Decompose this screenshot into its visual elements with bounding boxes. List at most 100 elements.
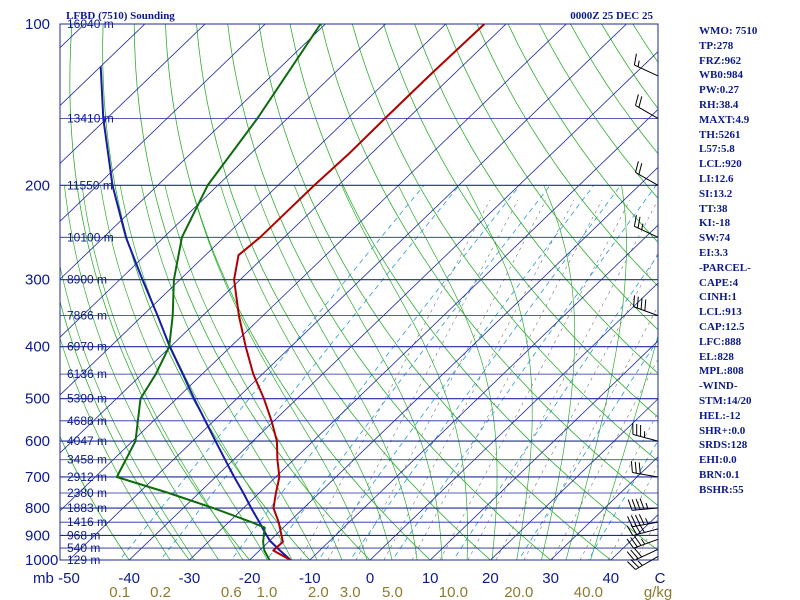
wind-barb-flag [638, 163, 643, 175]
theta-e-guide [551, 358, 658, 560]
index-entry: KI:-18 [699, 217, 731, 230]
theta-e-guide [383, 199, 575, 560]
isotherm [60, 24, 327, 280]
moist-adiabat [397, 185, 498, 560]
index-entry: TP:278 [699, 39, 734, 52]
wind-barb-flag [630, 461, 633, 473]
moist-adiabat [81, 185, 244, 560]
wind-barb [635, 94, 659, 119]
temperature-tick-label: 0 [366, 570, 374, 587]
mixing-ratio-line [587, 440, 658, 560]
index-entry: CAPE:4 [699, 276, 739, 289]
isotherm [60, 24, 387, 338]
wind-barb-flag [637, 216, 641, 229]
moist-adiabat [590, 334, 658, 560]
mixing-ratio-tick-label: 0.6 [221, 584, 242, 600]
dry-adiabat [414, 24, 658, 374]
index-entry: LFC:888 [699, 335, 742, 348]
height-label: 129 m [67, 553, 100, 567]
index-entry: RH:38.4 [699, 98, 739, 111]
wind-barb-half-flag [640, 538, 646, 545]
stability-indices-panel: WMO: 7510 TP:278 FRZ:962 WB0:984 PW:0.27 RH:3… [699, 24, 799, 498]
isotherm [309, 224, 658, 560]
theta-e-guide [299, 199, 491, 560]
height-label: 3458 m [67, 453, 107, 467]
wind-barb-half-flag [645, 518, 649, 525]
mixing-ratio-line [518, 338, 658, 560]
index-entry: EI:3.3 [699, 246, 729, 259]
isotherm [188, 108, 658, 560]
temperature-tick-label: -40 [118, 570, 140, 587]
moist-adiabat [60, 264, 195, 560]
wind-barb-staff [635, 171, 659, 186]
index-entry: LI:12.6 [699, 172, 734, 185]
mixing-ratio-tick-label: 3.0 [340, 584, 361, 600]
dry-adiabat [445, 24, 658, 331]
isotherm [60, 24, 266, 222]
wind-barb-flag [638, 96, 643, 108]
moist-adiabat [465, 185, 533, 560]
index-entry: SHR+:0.0 [699, 424, 746, 437]
dry-adiabat [258, 24, 612, 560]
height-label: 10100 m [67, 230, 114, 244]
valid-time: 0000Z 25 DEC 25 [570, 10, 653, 22]
wind-barb-flag [627, 516, 633, 527]
index-entry: PW:0.27 [699, 84, 740, 97]
wind-barb-staff [633, 538, 659, 549]
wind-barb-flag [626, 538, 635, 549]
moist-adiabat [100, 185, 268, 560]
pressure-label: 700 [25, 469, 50, 486]
pressure-label: 800 [25, 500, 50, 517]
wind-barb-flag [635, 498, 641, 510]
mixing-ratio-tick-label: 40.0 [574, 584, 603, 600]
wind-barb [627, 514, 659, 528]
pressure-label: 500 [25, 391, 50, 408]
dry-adiabat [60, 435, 130, 560]
wind-barb [635, 161, 659, 186]
height-label: 7866 m [67, 309, 107, 323]
mixing-ratio-tick-label: 0.1 [109, 584, 130, 600]
wind-barb-flag [633, 53, 637, 66]
wind-barb-flag [639, 498, 645, 510]
mixing-ratio-tick-label: 0.2 [150, 584, 171, 600]
wind-barb-staff [635, 556, 659, 570]
wind-barb [633, 215, 659, 238]
moist-adiabat [141, 185, 318, 560]
wind-barb [627, 498, 659, 511]
temperature-tick-label: -30 [179, 570, 201, 587]
index-entry: TT:38 [699, 202, 728, 215]
mixing-ratio-tick-label: g/kg [644, 584, 672, 600]
mixing-ratio-line [317, 185, 595, 560]
index-entry: L57:5.8 [699, 143, 735, 156]
wind-barb-flag [626, 551, 635, 561]
wind-barb-flag [627, 561, 636, 570]
wind-barb-half-flag [645, 502, 649, 510]
dry-adiabat [320, 24, 658, 507]
wind-barb [632, 422, 659, 442]
index-entry: BSHR:55 [699, 483, 744, 496]
height-label: 4688 m [67, 414, 107, 428]
index-entry: -PARCEL- [699, 261, 751, 274]
pressure-label: 200 [25, 177, 50, 194]
height-label: 13410 m [67, 111, 114, 125]
isotherm [60, 24, 567, 512]
height-label: 1883 m [67, 501, 107, 515]
index-entry: CAP:12.5 [699, 320, 745, 333]
wind-barb-staff [633, 306, 659, 317]
wind-barb-flag [627, 499, 633, 511]
height-label: 540 m [67, 541, 100, 555]
mixing-ratio-tick-label: 20.0 [504, 584, 533, 600]
temperature-trace [233, 24, 486, 560]
wind-barb-flag [638, 462, 641, 474]
moist-adiabat [60, 336, 171, 560]
wind-barb-flag [644, 299, 647, 311]
wind-barb-flag [633, 295, 635, 307]
index-entry: WMO: 7510 [699, 25, 758, 37]
isotherm [489, 398, 658, 560]
theta-e-guide [439, 199, 631, 560]
moist-adiabat [220, 185, 393, 560]
wind-barb [626, 547, 659, 561]
pressure-label: 600 [25, 433, 50, 450]
mixing-ratio-line [391, 185, 657, 560]
